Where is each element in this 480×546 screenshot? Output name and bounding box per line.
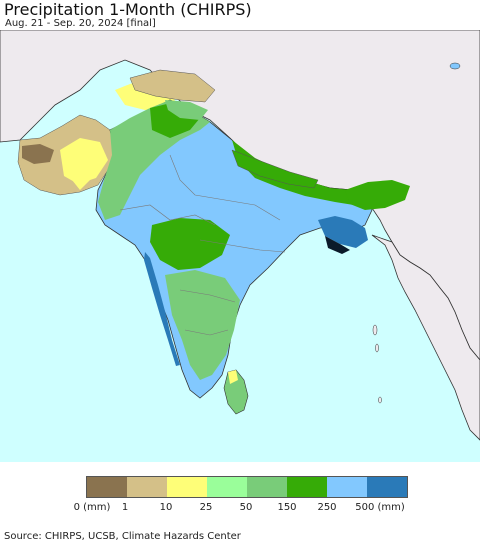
legend-swatch: [87, 477, 127, 497]
legend-tick-label: 50: [239, 502, 253, 513]
region-west-coast-blue: [144, 252, 180, 366]
legend-swatch: [207, 477, 247, 497]
legend-tick-label: 150: [277, 502, 297, 513]
region-deccan-green: [165, 270, 240, 380]
region-balochistan-brown: [22, 144, 54, 164]
legend-swatch: [287, 477, 327, 497]
legend-tick-label: 1: [121, 502, 129, 513]
andaman-islands: [372, 324, 382, 404]
color-legend: [86, 476, 408, 498]
region-central-green: [150, 218, 230, 270]
precipitation-map: [0, 30, 480, 462]
legend-swatch: [367, 477, 407, 497]
legend-swatch: [127, 477, 167, 497]
region-himalaya-green: [232, 140, 368, 206]
region-nepal: [231, 149, 319, 189]
legend-tick-label: 250: [317, 502, 337, 513]
map-title: Precipitation 1-Month (CHIRPS): [4, 0, 252, 19]
legend-tick-label: 10: [159, 502, 173, 513]
map-subtitle: Aug. 21 - Sep. 20, 2024 [final]: [5, 18, 156, 29]
region-kashmir: [129, 69, 216, 103]
legend-tick-label: 25: [199, 502, 213, 513]
legend-tick-label: 500 (mm): [355, 502, 405, 513]
region-rajasthan-yellow: [72, 148, 98, 190]
legend-swatch: [327, 477, 367, 497]
legend-tick-label: 0 (mm): [73, 502, 111, 513]
region-northeast-green: [345, 180, 410, 210]
land-outside-east: [371, 234, 480, 441]
region-sri-lanka-yellow: [228, 370, 238, 384]
legend-swatch: [247, 477, 287, 497]
tibet-lake: [449, 62, 461, 70]
legend-swatch: [167, 477, 207, 497]
region-coast-black: [325, 236, 350, 254]
region-kashmir-green: [165, 100, 208, 120]
source-credit: Source: CHIRPS, UCSB, Climate Hazards Ce…: [4, 531, 241, 542]
region-bangladesh-darkblue: [318, 216, 368, 248]
state-borders: [119, 154, 286, 336]
